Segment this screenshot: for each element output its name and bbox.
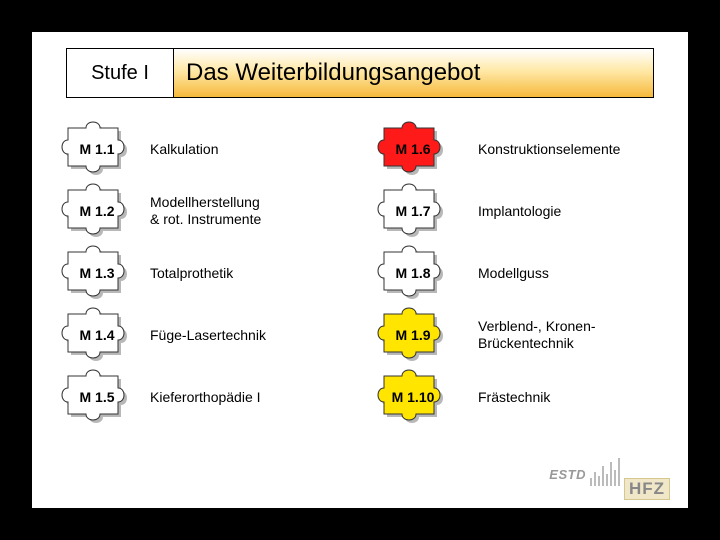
module-desc: Verblend-, Kronen- Brückentechnik [468, 318, 654, 352]
module-code: M 1.8 [395, 265, 430, 281]
module-desc: Implantologie [468, 203, 654, 220]
estd-logo: ESTD [549, 467, 586, 482]
module-row: M 1.2 Modellherstellung & rot. Instrument… [66, 180, 654, 242]
module-code: M 1.9 [395, 327, 430, 343]
title-box: Das Weiterbildungsangebot [174, 48, 654, 98]
logo-area: ESTD HFZ [549, 472, 670, 500]
module-puzzle: M 1.5 [66, 376, 128, 418]
module-puzzle: M 1.6 [382, 128, 444, 170]
level-label: Stufe I [91, 62, 149, 85]
header-bar: Stufe I Das Weiterbildungsangebot [66, 48, 654, 98]
module-row: M 1.4 Füge-Lasertechnik M 1.9 Verblend-, K… [66, 304, 654, 366]
module-desc: Frästechnik [468, 389, 654, 406]
module-row: M 1.3 Totalprothetik M 1.8 Modellguss [66, 242, 654, 304]
module-code: M 1.3 [79, 265, 114, 281]
module-puzzle: M 1.10 [382, 376, 444, 418]
module-code: M 1.5 [79, 389, 114, 405]
module-puzzle: M 1.9 [382, 314, 444, 356]
module-desc: Modellguss [468, 265, 654, 282]
module-code: M 1.2 [79, 203, 114, 219]
module-code: M 1.1 [79, 141, 114, 157]
module-puzzle: M 1.8 [382, 252, 444, 294]
module-code: M 1.7 [395, 203, 430, 219]
module-desc: Totalprothetik [144, 265, 382, 282]
module-desc: Modellherstellung & rot. Instrumente [144, 194, 382, 228]
module-puzzle: M 1.4 [66, 314, 128, 356]
slide-card: Stufe I Das Weiterbildungsangebot M 1.1 K… [32, 32, 688, 508]
module-puzzle: M 1.2 [66, 190, 128, 232]
module-code: M 1.6 [395, 141, 430, 157]
module-row: M 1.5 Kieferorthopädie I M 1.10 Frästechni… [66, 366, 654, 428]
module-puzzle: M 1.3 [66, 252, 128, 294]
module-desc: Konstruktionselemente [468, 141, 654, 158]
module-code: M 1.10 [392, 389, 435, 405]
module-desc: Füge-Lasertechnik [144, 327, 382, 344]
title-text: Das Weiterbildungsangebot [186, 59, 480, 87]
bars-icon [590, 458, 620, 486]
module-grid: M 1.1 Kalkulation M 1.6 Konstruktionseleme… [66, 118, 654, 428]
module-code: M 1.4 [79, 327, 114, 343]
hfz-logo: HFZ [624, 478, 670, 500]
module-row: M 1.1 Kalkulation M 1.6 Konstruktionseleme… [66, 118, 654, 180]
module-puzzle: M 1.1 [66, 128, 128, 170]
module-desc: Kalkulation [144, 141, 382, 158]
level-box: Stufe I [66, 48, 174, 98]
module-puzzle: M 1.7 [382, 190, 444, 232]
module-desc: Kieferorthopädie I [144, 389, 382, 406]
